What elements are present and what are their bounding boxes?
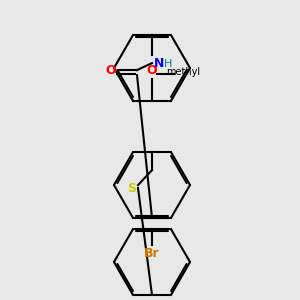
Text: O: O bbox=[105, 64, 116, 76]
Text: S: S bbox=[127, 182, 136, 195]
Text: methyl: methyl bbox=[166, 67, 200, 77]
Text: N: N bbox=[154, 57, 164, 70]
Text: O: O bbox=[147, 64, 157, 77]
Text: Br: Br bbox=[144, 247, 160, 260]
Text: H: H bbox=[164, 59, 172, 69]
